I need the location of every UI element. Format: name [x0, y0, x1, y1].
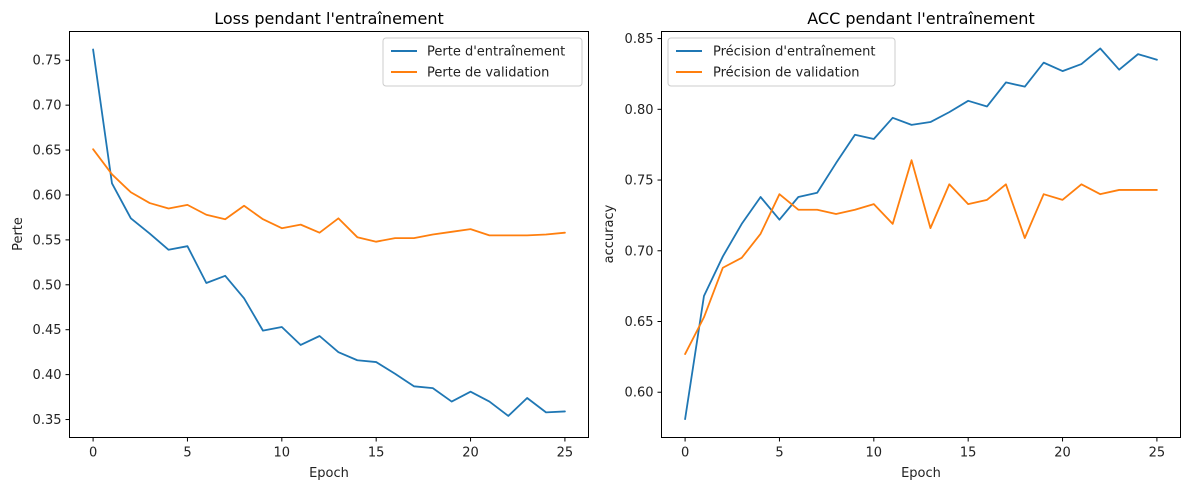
legend-box — [667, 37, 896, 87]
x-axis-label: Epoch — [901, 466, 941, 481]
x-axis-label: Epoch — [309, 466, 349, 481]
y-tick-label: 0.60 — [33, 188, 62, 203]
series-line-training — [684, 47, 1158, 421]
x-tick-label: 5 — [183, 446, 191, 461]
y-tick-label: 0.70 — [625, 244, 654, 259]
y-tick-label: 0.55 — [33, 233, 62, 248]
x-tick-label: 20 — [462, 446, 479, 461]
y-tick-label: 0.85 — [625, 32, 654, 47]
legend-label-train-loss: Perte d'entraînement — [427, 45, 565, 60]
accuracy-chart: ACC pendant l'entraînement 0 5 10 15 20 25 0.… — [602, 9, 1181, 481]
series-line-validation — [684, 159, 1158, 355]
chart-title: ACC pendant l'entraînement — [807, 9, 1034, 28]
x-tick-label: 0 — [89, 446, 97, 461]
x-tick-label: 20 — [1054, 446, 1071, 461]
x-tick-label: 15 — [368, 446, 385, 461]
y-tick-label: 0.65 — [625, 315, 654, 330]
y-tick-label: 0.45 — [33, 323, 62, 338]
x-tick-label: 0 — [681, 446, 689, 461]
y-tick-label: 0.75 — [625, 174, 654, 189]
legend: Précision d'entraînement Précision de va… — [667, 37, 896, 87]
series-line-validation — [92, 148, 566, 243]
x-tick-label: 15 — [960, 446, 977, 461]
y-tick-label: 0.40 — [33, 368, 62, 383]
y-tick-label: 0.35 — [33, 413, 62, 428]
y-axis-label: Perte — [11, 217, 26, 251]
x-tick-label: 10 — [274, 446, 291, 461]
legend-label-val-loss: Perte de validation — [427, 66, 549, 81]
x-tick-label: 10 — [866, 446, 883, 461]
x-tick-label: 5 — [775, 446, 783, 461]
y-tick-label: 0.60 — [625, 386, 654, 401]
y-axis-label: accuracy — [602, 204, 617, 263]
plot-frame — [69, 31, 589, 438]
chart-title: Loss pendant l'entraînement — [214, 9, 444, 28]
y-tick-label: 0.70 — [33, 99, 62, 114]
y-tick-label: 0.75 — [33, 54, 62, 69]
x-tick-label: 25 — [557, 446, 574, 461]
loss-chart: Loss pendant l'entraînement 0 5 10 15 20 25 0… — [11, 9, 589, 481]
legend: Perte d'entraînement Perte de validation — [382, 37, 583, 87]
series-line-training — [92, 48, 566, 417]
y-tick-label: 0.50 — [33, 278, 62, 293]
legend-box — [382, 37, 583, 87]
x-tick-label: 25 — [1149, 446, 1166, 461]
plot-frame — [661, 31, 1181, 438]
legend-label-val-acc: Précision de validation — [713, 66, 860, 81]
y-tick-label: 0.65 — [33, 144, 62, 159]
legend-label-train-acc: Précision d'entraînement — [713, 45, 875, 60]
y-tick-label: 0.80 — [625, 103, 654, 118]
